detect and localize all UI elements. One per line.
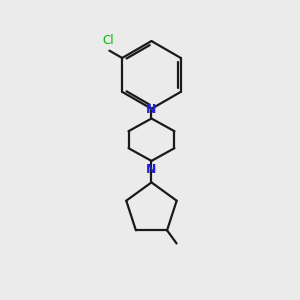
Text: Cl: Cl — [103, 34, 114, 47]
Text: N: N — [146, 103, 157, 116]
Text: N: N — [146, 163, 157, 176]
